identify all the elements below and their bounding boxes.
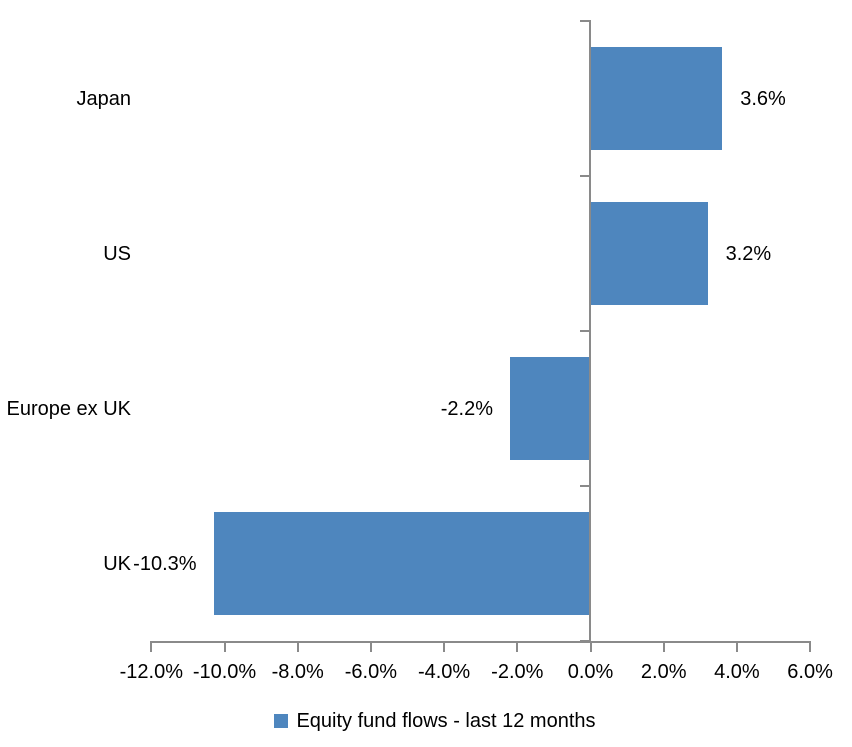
category-label-japan: Japan — [76, 87, 132, 110]
value-axis-tick-label: 6.0% — [787, 661, 833, 683]
value-axis-tick — [223, 641, 226, 652]
legend-series-label: Equity fund flows - last 12 months — [296, 710, 596, 732]
category-axis-tick — [580, 20, 591, 22]
bar-value-label-japan: 3.6% — [740, 87, 786, 110]
value-axis-tick — [516, 641, 519, 652]
value-axis-tick — [296, 641, 299, 652]
bar-japan — [590, 47, 723, 150]
category-axis-line — [589, 21, 591, 643]
bar-value-label-us: 3.2% — [725, 242, 772, 265]
value-axis-tick-label: 4.0% — [714, 661, 760, 683]
value-axis-tick-label: -6.0% — [344, 661, 398, 683]
category-axis-tick — [580, 485, 591, 487]
value-axis-tick-label: 2.0% — [640, 661, 687, 683]
value-axis-tick — [662, 641, 665, 652]
value-axis-tick — [150, 641, 153, 652]
value-axis-tick — [735, 641, 738, 652]
value-axis-tick-label: -2.0% — [491, 661, 544, 683]
value-axis-tick — [589, 641, 592, 652]
bar-us — [590, 202, 708, 305]
value-axis-tick — [809, 641, 812, 652]
legend: Equity fund flows - last 12 months — [0, 709, 852, 733]
bar-value-label-uk: -10.3% — [133, 552, 197, 575]
value-axis-tick — [443, 641, 446, 652]
category-label-uk: UK — [103, 552, 131, 575]
value-axis-tick — [369, 641, 372, 652]
bar-europe-ex-uk — [509, 357, 591, 460]
value-axis-line — [150, 641, 812, 643]
value-axis-tick-label: -4.0% — [417, 661, 471, 683]
value-axis-tick-label: -10.0% — [192, 661, 257, 683]
value-axis-tick-label: -12.0% — [119, 661, 183, 683]
bar-uk — [213, 512, 591, 615]
category-axis-tick — [580, 175, 591, 177]
legend-series-marker-icon — [274, 714, 289, 728]
category-axis-tick — [580, 330, 591, 332]
category-label-europe-ex-uk: Europe ex UK — [6, 397, 131, 420]
bar-value-label-europe-ex-uk: -2.2% — [440, 397, 493, 420]
value-axis-tick-label: -8.0% — [271, 661, 324, 683]
category-label-us: US — [103, 242, 131, 265]
value-axis-tick-label: 0.0% — [567, 661, 614, 683]
